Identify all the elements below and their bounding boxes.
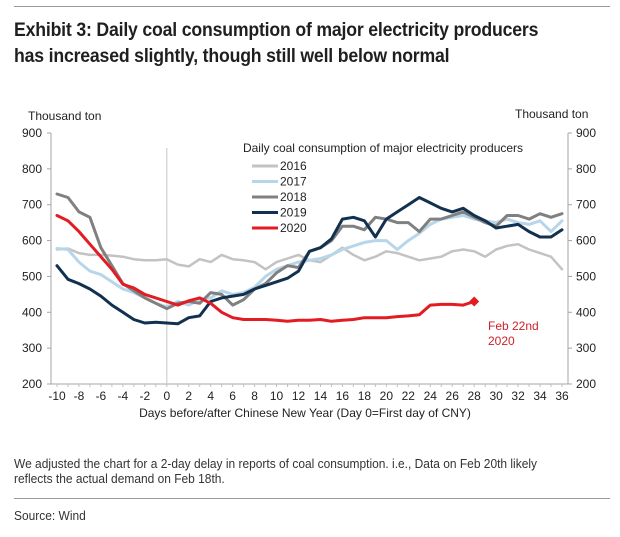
x-tick-label: 36 [555, 389, 569, 403]
series-layer [55, 192, 564, 326]
y-tick-label-left: 700 [22, 198, 42, 212]
exhibit-title: Exhibit 3: Daily coal consumption of maj… [14, 20, 539, 67]
annotation-year: 2020 [488, 334, 515, 348]
x-tick-label: 6 [229, 389, 236, 403]
y-tick-label-right: 800 [576, 162, 596, 176]
legend-label-2018: 2018 [280, 190, 307, 204]
x-tick-label: 20 [380, 389, 394, 403]
y-tick-label-left: 800 [22, 162, 42, 176]
series-line-2017 [55, 214, 564, 309]
y-tick-label-left: 900 [22, 126, 42, 140]
y-tick-label-right: 500 [576, 269, 596, 283]
x-tick-label: 0 [163, 389, 170, 403]
x-tick-label: 18 [358, 389, 372, 403]
legend-label-2017: 2017 [280, 175, 307, 189]
y-axis-unit-left: Thousand ton [28, 109, 101, 123]
series-line-2020 [55, 214, 476, 323]
y-tick-label-right: 600 [576, 234, 596, 248]
y-tick-label-right: 300 [576, 341, 596, 355]
x-tick-label: 26 [446, 389, 460, 403]
y-tick-label-right: 900 [576, 126, 596, 140]
x-tick-label: 8 [251, 389, 258, 403]
x-tick-label: -4 [118, 389, 129, 403]
x-tick-label: 24 [424, 389, 438, 403]
x-tick-label: 16 [336, 389, 350, 403]
y-tick-label-right: 200 [576, 377, 596, 391]
series-line-2019 [55, 196, 564, 326]
x-tick-label: 34 [533, 389, 547, 403]
x-tick-label: 14 [314, 389, 328, 403]
y-tick-label-left: 600 [22, 234, 42, 248]
y-tick-label-right: 400 [576, 305, 596, 319]
x-tick-label: 12 [292, 389, 306, 403]
bottom-rule [14, 498, 610, 499]
x-tick-label: 28 [467, 389, 481, 403]
annotation-date: Feb 22nd [488, 319, 539, 333]
annotation-marker [469, 296, 480, 307]
legend-label-2016: 2016 [280, 159, 307, 173]
series-line-2016 [55, 242, 564, 271]
y-axis-unit-right: Thousand ton [515, 107, 588, 121]
x-tick-label: 10 [270, 389, 284, 403]
x-tick-label: 4 [207, 389, 214, 403]
source-label: Source: Wind [14, 508, 86, 523]
y-tick-label-left: 200 [22, 377, 42, 391]
x-tick-label: -8 [74, 389, 85, 403]
y-tick-label-left: 400 [22, 305, 42, 319]
x-tick-label: -10 [48, 389, 66, 403]
x-tick-label: 32 [511, 389, 525, 403]
x-tick-label: -2 [139, 389, 150, 403]
y-tick-label-left: 300 [22, 341, 42, 355]
legend-label-2019: 2019 [280, 206, 307, 220]
y-tick-label-left: 500 [22, 269, 42, 283]
x-tick-label: 2 [185, 389, 192, 403]
legend-title: Daily coal consumption of major electric… [243, 141, 523, 155]
footnote: We adjusted the chart for a 2-day delay … [14, 456, 537, 486]
x-axis-label: Days before/after Chinese New Year (Day … [139, 406, 471, 420]
x-tick-label: 22 [402, 389, 416, 403]
legend-label-2020: 2020 [280, 221, 307, 235]
top-rule [14, 6, 610, 7]
x-tick-label: 30 [489, 389, 503, 403]
x-tick-label: -6 [96, 389, 107, 403]
y-tick-label-right: 700 [576, 198, 596, 212]
